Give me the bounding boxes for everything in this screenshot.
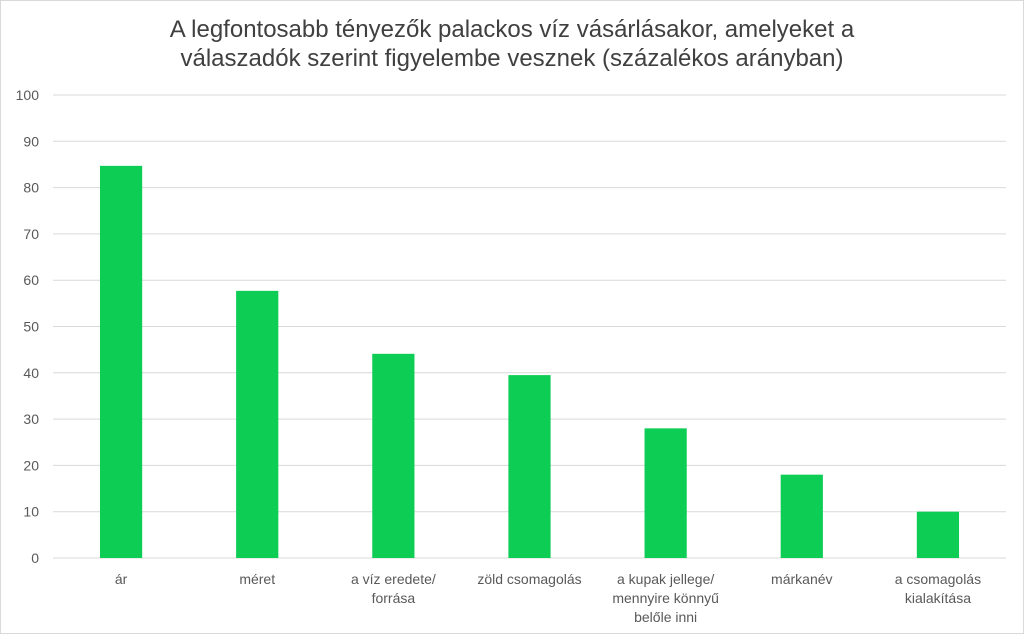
x-category-label: a víz eredete/forrása [351,571,436,606]
y-tick-label: 10 [23,504,39,520]
bar [780,474,823,558]
y-tick-label: 0 [31,550,39,566]
y-tick-label: 30 [23,411,39,427]
x-category-label: ár [115,571,128,587]
bar [916,511,960,558]
x-category-label: a kupak jellege/mennyire könnyű belőle in… [612,571,719,625]
bar [236,290,279,558]
x-category-label: méret [239,571,275,587]
y-tick-label: 90 [23,133,39,149]
chart-title-line-1: A legfontosabb tényezők palackos víz vás… [169,16,855,43]
y-tick-label: 40 [23,365,39,381]
y-tick-label: 20 [23,457,39,473]
bar [372,353,415,558]
bar [508,375,551,558]
x-category-label: márkanév [771,571,832,587]
chart-title: A legfontosabb tényezők palackos víz vás… [1,15,1023,73]
x-category-label: zöld csomagolás [477,571,581,587]
x-category-label: a csomagolás kialakítása [895,571,981,606]
bar [99,165,143,559]
y-tick-label: 70 [23,226,39,242]
y-tick-label: 100 [16,87,40,103]
chart-title-line-2: válaszadók szerint figyelembe vesznek (s… [180,45,844,72]
bar [644,428,687,558]
y-tick-label: 80 [23,180,39,196]
y-tick-label: 60 [23,272,39,288]
y-tick-label: 50 [23,319,39,335]
